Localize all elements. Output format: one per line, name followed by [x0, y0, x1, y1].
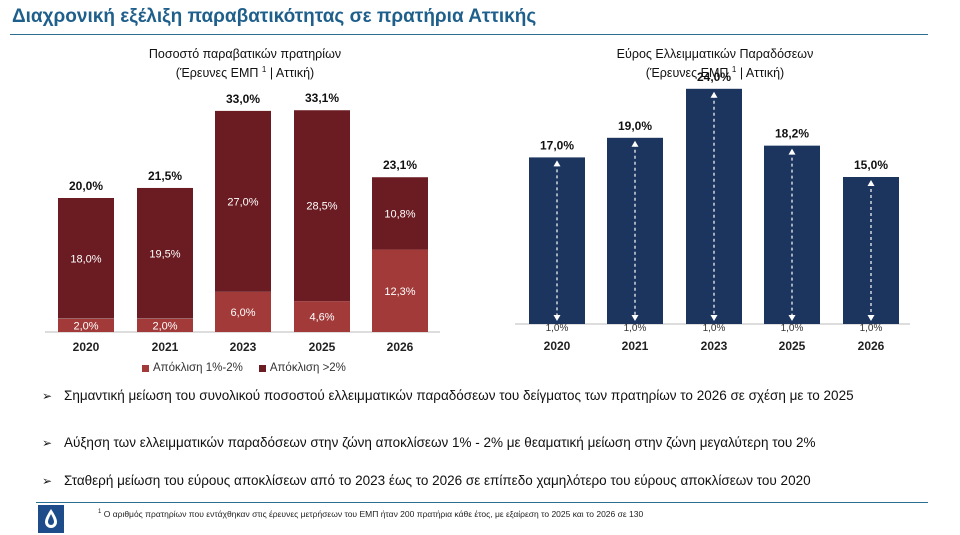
- data-label: 18,0%: [70, 253, 101, 265]
- right-chart-subtitle: (Έρευνες ΕΜΠ 1 | Αττική): [645, 65, 785, 81]
- range-arrow-down-icon: [788, 315, 796, 321]
- bullet-item: ➢ Αύξηση των ελλειμματικών παραδόσεων στ…: [42, 435, 816, 450]
- x-tick-label: 2025: [779, 339, 806, 353]
- left-chart-legend: Απόκλιση 1%-2% Απόκλιση >2%: [142, 362, 346, 374]
- min-label: 1,0%: [703, 323, 726, 334]
- bar-segment: [215, 110, 271, 292]
- bar-segment: [58, 318, 114, 332]
- max-label: 19,0%: [618, 119, 652, 133]
- bar-segment: [137, 318, 193, 332]
- bar: [764, 145, 820, 324]
- total-label: 21,5%: [148, 169, 182, 183]
- data-label: 4,6%: [309, 312, 334, 324]
- data-label: 6,0%: [230, 307, 255, 319]
- data-label: 10,8%: [384, 208, 415, 220]
- data-label: 27,0%: [227, 196, 258, 208]
- range-arrow-up-icon: [788, 148, 796, 155]
- min-label: 1,0%: [781, 323, 804, 334]
- x-tick-label: 2020: [73, 340, 100, 354]
- bullet-arrow-icon: ➢: [42, 389, 53, 403]
- right-chart-title: Εύρος Ελλειμματικών Παραδόσεων (Έρευνες …: [520, 47, 910, 81]
- data-label: 2,0%: [152, 320, 177, 332]
- range-arrow-down-icon: [867, 315, 875, 321]
- total-label: 20,0%: [69, 179, 103, 193]
- range-arrow-down-icon: [631, 315, 639, 321]
- x-tick-label: 2026: [387, 340, 414, 354]
- min-label: 1,0%: [624, 323, 647, 334]
- max-label: 18,2%: [775, 127, 809, 141]
- x-tick-label: 2021: [622, 339, 649, 353]
- bar: [686, 88, 742, 324]
- range-arrow-down-icon: [710, 315, 718, 321]
- bar-segment: [294, 301, 350, 332]
- range-arrow-up-icon: [710, 91, 718, 98]
- data-label: 28,5%: [306, 201, 337, 213]
- bullet-text: Αύξηση των ελλειμματικών παραδόσεων στην…: [64, 435, 816, 450]
- right-chart-title-main: Εύρος Ελλειμματικών Παραδόσεων: [616, 47, 814, 61]
- legend-label-low: Απόκλιση 1%-2%: [153, 362, 243, 374]
- legend-label-high: Απόκλιση >2%: [269, 362, 346, 374]
- total-label: 33,0%: [226, 92, 260, 106]
- bullet-item: ➢ Σταθερή μείωση του εύρους αποκλίσεων α…: [42, 473, 811, 488]
- range-arrow-up-icon: [553, 160, 561, 167]
- legend-item-low: Απόκλιση 1%-2%: [142, 362, 243, 374]
- legend-swatch-high: [258, 364, 266, 372]
- range-arrow-down-icon: [553, 315, 561, 321]
- x-tick-label: 2021: [152, 340, 179, 354]
- x-tick-label: 2026: [858, 339, 885, 353]
- total-label: 23,1%: [383, 158, 417, 172]
- drop-logo-icon: [38, 505, 64, 533]
- title-divider: [10, 34, 928, 35]
- right-range-bar-chart: 17,0% 1,0% 2020 19,0% 1,0% 2021 24,0% 1,0% 2023 1…: [515, 70, 910, 353]
- x-tick-label: 2023: [701, 339, 728, 353]
- bullet-text: Σημαντική μείωση του συνολικού ποσοστού …: [64, 388, 854, 403]
- left-chart-title: Ποσοστό παραβατικών πρατηρίων (Έρευνες Ε…: [60, 47, 430, 81]
- data-label: 12,3%: [384, 286, 415, 298]
- bar-segment: [372, 249, 428, 332]
- bar-segment: [215, 291, 271, 332]
- bar-segment: [58, 198, 114, 319]
- footnote: 1 Ο αριθμός πρατηρίων που εντάχθηκαν στι…: [98, 509, 644, 519]
- bullet-item: ➢ Σημαντική μείωση του συνολικού ποσοστο…: [42, 388, 854, 403]
- bullet-arrow-icon: ➢: [42, 474, 53, 488]
- min-label: 1,0%: [860, 323, 883, 334]
- bar-segment: [294, 110, 350, 302]
- left-stacked-bar-chart: 2,0% 18,0% 20,0% 2020 2,0% 19,5% 21,5% 2021 6,0%…: [45, 91, 440, 354]
- data-label: 2,0%: [73, 320, 98, 332]
- footer-divider: [36, 502, 928, 503]
- range-arrow-up-icon: [631, 140, 639, 147]
- bullet-arrow-icon: ➢: [42, 436, 53, 450]
- max-label: 15,0%: [854, 158, 888, 172]
- bar-segment: [137, 187, 193, 319]
- min-label: 1,0%: [546, 323, 569, 334]
- legend-item-high: Απόκλιση >2%: [258, 362, 346, 374]
- data-label: 19,5%: [149, 248, 180, 260]
- left-chart-subtitle: (Έρευνες ΕΜΠ 1 | Αττική): [175, 65, 315, 81]
- max-label: 24,0%: [697, 70, 731, 84]
- max-label: 17,0%: [540, 138, 574, 152]
- left-chart-title-main: Ποσοστό παραβατικών πρατηρίων: [148, 47, 342, 61]
- range-arrow-up-icon: [867, 180, 875, 186]
- x-tick-label: 2023: [230, 340, 257, 354]
- total-label: 33,1%: [305, 91, 339, 105]
- x-tick-label: 2020: [544, 339, 571, 353]
- legend-swatch-low: [142, 364, 149, 372]
- bullet-text: Σταθερή μείωση του εύρους αποκλίσεων από…: [64, 473, 811, 488]
- page-title: Διαχρονική εξέλιξη παραβατικότητας σε πρ…: [12, 6, 537, 27]
- bar-segment: [372, 177, 428, 250]
- x-tick-label: 2025: [309, 340, 336, 354]
